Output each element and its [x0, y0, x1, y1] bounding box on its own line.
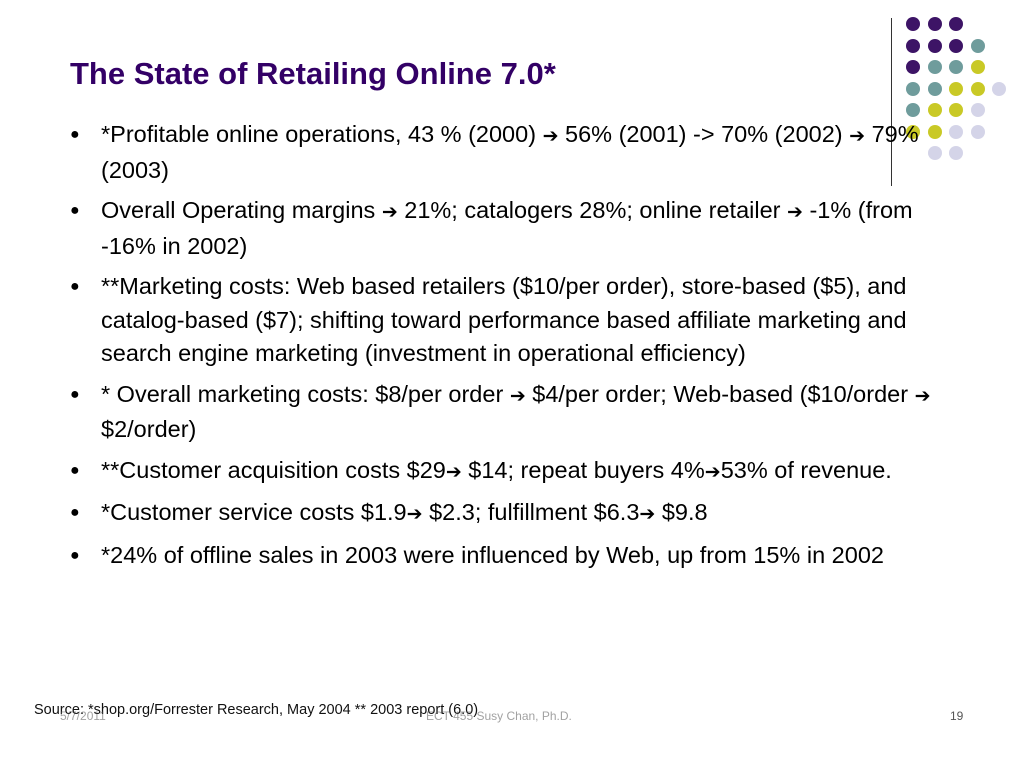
right-arrow-icon: ➔: [406, 503, 423, 525]
bullet-text-segment: $2/order): [101, 416, 197, 442]
bullet-text-segment: $14; repeat buyers 4%: [461, 456, 705, 483]
bullet-item: ● *Profitable online operations, 43 % (20…: [70, 118, 970, 187]
bullet-item: ● *24% of offline sales in 2003 were infl…: [70, 539, 970, 573]
bullet-dot-icon: ●: [70, 385, 80, 403]
slide-title: The State of Retailing Online 7.0*: [70, 56, 556, 91]
bullet-text: * Overall marketing costs: $8/per order …: [101, 381, 931, 443]
bullet-text-segment: *24% of offline sales in 2003 were influ…: [101, 541, 884, 568]
footer-date: 5/7/2011: [60, 709, 106, 723]
bullet-text-segment: *Customer service costs $1.9: [101, 499, 407, 525]
bullet-text-segment: 21%; catalogers 28%; online retailer: [397, 197, 788, 223]
bullet-text-segment: 79% (2003): [101, 121, 919, 183]
bullet-item: ● **Marketing costs: Web based retailers …: [70, 270, 970, 371]
decorative-dot-purple: [927, 38, 942, 53]
bullet-text-segment: **Customer acquisition costs $29: [101, 456, 446, 483]
decorative-dot-yellow: [970, 60, 985, 74]
decorative-dot-purple: [906, 17, 920, 31]
bullet-item: ● Overall Operating margins ➔ 21%; catalo…: [70, 194, 970, 263]
footer-source: Source: *shop.org/Forrester Research, Ma…: [34, 702, 479, 718]
decorative-dot-yellow: [970, 81, 985, 96]
bullet-text-segment: -1% (from -16% in 2002): [101, 197, 913, 259]
bullet-text-segment: Overall Operating margins: [101, 197, 382, 223]
decorative-dot-teal: [927, 60, 942, 74]
right-arrow-icon: ➔: [787, 201, 803, 223]
bullet-text-segment: 56% (2001) -> 70% (2002): [558, 121, 850, 147]
decorative-dot-purple: [949, 17, 963, 31]
decorative-dot-teal: [949, 60, 963, 74]
bullet-dot-icon: ●: [70, 202, 80, 219]
decorative-dot-purple: [949, 38, 963, 53]
right-arrow-icon: ➔: [381, 201, 398, 223]
bullet-text-segment: $4/per order; Web-based ($10/order: [525, 380, 915, 407]
decorative-dot-lavender: [970, 124, 985, 139]
decorative-dot-purple: [906, 38, 920, 53]
bullet-text-segment: $2.3; fulfillment $6.3: [422, 499, 640, 525]
bullet-text-segment: **Marketing costs: Web based retailers (…: [101, 273, 907, 366]
right-arrow-icon: ➔: [914, 384, 931, 407]
bullet-item: ● *Customer service costs $1.9➔ $2.3; ful…: [70, 496, 970, 532]
bullet-text: *Profitable online operations, 43 % (200…: [101, 121, 919, 183]
bullet-dot-icon: ●: [70, 546, 80, 564]
decorative-dot-yellow: [949, 81, 963, 96]
decorative-dot-lavender: [970, 103, 985, 117]
footer-course: ECT 455 Susy Chan, Ph.D.: [426, 709, 572, 723]
bullet-item: ● **Customer acquisition costs $29➔ $14; …: [70, 454, 970, 490]
right-arrow-icon: ➔: [639, 503, 656, 525]
bullet-text: *24% of offline sales in 2003 were influ…: [101, 542, 884, 568]
bullet-dot-icon: ●: [70, 278, 80, 295]
bullet-text: Overall Operating margins ➔ 21%; catalog…: [101, 197, 913, 259]
decorative-dot-purple: [927, 17, 942, 31]
bullet-dot-icon: ●: [70, 126, 80, 143]
bullet-text-segment: *Profitable online operations, 43 % (200…: [101, 121, 543, 147]
bullet-text-segment: * Overall marketing costs: $8/per order: [101, 380, 510, 407]
decorative-dot-teal: [927, 81, 942, 96]
footer-page-number: 19: [950, 709, 964, 723]
bullet-text: **Customer acquisition costs $29➔ $14; r…: [101, 457, 892, 483]
bullet-dot-icon: ●: [70, 461, 80, 479]
right-arrow-icon: ➔: [509, 384, 526, 407]
decorative-dot-lavender: [992, 81, 1006, 96]
decorative-dot-teal: [906, 81, 920, 96]
right-arrow-icon: ➔: [542, 125, 559, 147]
bullet-text-segment: 53% of revenue.: [720, 456, 892, 483]
decorative-dot-purple: [906, 60, 920, 74]
decorative-dot-yellow: [927, 103, 942, 117]
bullet-list: ● *Profitable online operations, 43 % (20…: [70, 118, 970, 579]
decorative-dot-teal: [906, 103, 920, 117]
bullet-text-segment: $9.8: [655, 499, 708, 525]
bullet-item: ● * Overall marketing costs: $8/per order…: [70, 378, 970, 447]
right-arrow-icon: ➔: [849, 125, 866, 147]
bullet-dot-icon: ●: [70, 504, 80, 521]
vertical-divider-line: [891, 18, 892, 186]
decorative-dot-yellow: [949, 103, 963, 117]
decorative-dot-teal: [970, 38, 985, 53]
bullet-text: *Customer service costs $1.9➔ $2.3; fulf…: [101, 499, 708, 525]
bullet-text: **Marketing costs: Web based retailers (…: [101, 273, 907, 366]
right-arrow-icon: ➔: [445, 460, 462, 483]
right-arrow-icon: ➔: [704, 460, 721, 483]
